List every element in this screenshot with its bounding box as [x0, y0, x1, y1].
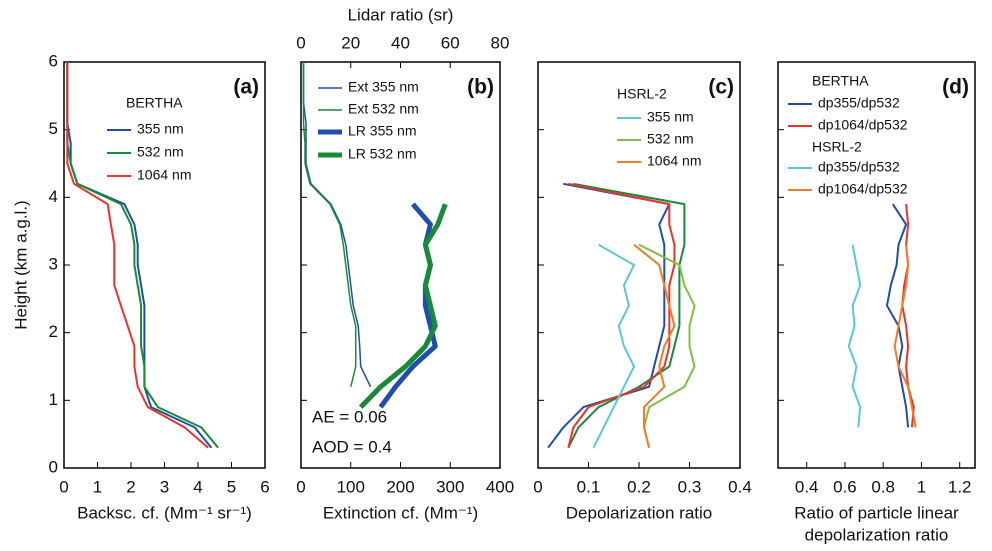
- x-tick-label: 0.4: [795, 477, 819, 496]
- panel-tag: (c): [708, 76, 734, 99]
- legend-label: 1064 nm: [137, 167, 191, 183]
- x2-tick-label: 20: [341, 33, 360, 52]
- panel-tag: (d): [942, 76, 969, 99]
- x2-tick-label: 80: [491, 33, 510, 52]
- y-tick-label: 3: [49, 254, 58, 273]
- profile-line: [633, 243, 676, 448]
- x-tick-label: 1.2: [948, 477, 972, 496]
- annotation: AE = 0.06: [312, 407, 387, 426]
- profile-line: [893, 244, 917, 428]
- x-tick-label: 0: [59, 477, 68, 496]
- x-tick-label: 100: [337, 477, 365, 496]
- x-tick-label: 5: [227, 477, 236, 496]
- legend-label: 355 nm: [137, 121, 184, 137]
- plot-frame: [537, 61, 741, 469]
- y-tick-label: 1: [49, 390, 58, 409]
- x-tick-label: 200: [386, 477, 414, 496]
- x-tick-label: 0.6: [833, 477, 857, 496]
- profile-line: [302, 62, 357, 387]
- x-tick-label: 0.1: [577, 477, 601, 496]
- profile-line: [567, 182, 676, 448]
- legend-label: 355 nm: [647, 109, 694, 125]
- annotation: BERTHA: [812, 73, 869, 89]
- legend-label: LR 355 nm: [348, 123, 416, 139]
- annotation: HSRL-2: [812, 139, 862, 155]
- x-tick-label: 300: [436, 477, 464, 496]
- profile-line: [358, 203, 448, 409]
- x-tick-label: 0: [533, 477, 542, 496]
- x-tick-label: 1: [917, 477, 926, 496]
- legend-label: LR 532 nm: [348, 146, 416, 162]
- x-axis-label: Backsc. cf. (Mm⁻¹ sr⁻¹): [77, 503, 252, 522]
- legend-label: Ext 532 nm: [348, 101, 419, 117]
- legend-label: dp355/dp532: [818, 95, 900, 111]
- x-axis-label: Extinction cf. (Mm⁻¹): [323, 503, 478, 522]
- x-tick-label: 6: [260, 477, 269, 496]
- legend-label: Ext 355 nm: [348, 79, 419, 95]
- x-tick-label: 4: [193, 477, 202, 496]
- profile-line: [66, 62, 209, 449]
- y-tick-label: 5: [49, 119, 58, 138]
- annotation: HSRL-2: [617, 86, 667, 102]
- x-tick-label: 2: [126, 477, 135, 496]
- profile-line: [302, 62, 372, 388]
- legend-label: 532 nm: [647, 131, 694, 147]
- x2-tick-label: 60: [441, 33, 460, 52]
- profile-line: [567, 182, 686, 449]
- legend-label: 1064 nm: [647, 153, 701, 169]
- profile-line: [547, 182, 671, 449]
- panel-tag: (a): [233, 76, 259, 99]
- x-axis-label: Ratio of particle linear: [794, 503, 959, 522]
- profile-line: [592, 243, 635, 449]
- x2-tick-label: 0: [296, 33, 305, 52]
- profile-line: [886, 203, 910, 428]
- legend-label: dp1064/dp532: [818, 181, 908, 197]
- x-tick-label: 0: [296, 477, 305, 496]
- y-tick-label: 4: [49, 187, 58, 206]
- x-tick-label: 0.4: [728, 477, 752, 496]
- x-tick-label: 1: [93, 477, 102, 496]
- y-tick-label: 6: [49, 51, 58, 70]
- legend-label: dp1064/dp532: [818, 117, 908, 133]
- x2-tick-label: 40: [391, 33, 410, 52]
- y-tick-label: 0: [49, 457, 58, 476]
- x-tick-label: 400: [486, 477, 514, 496]
- annotation: BERTHA: [126, 95, 183, 111]
- profile-line: [638, 243, 696, 448]
- panel-tag: (b): [467, 76, 494, 99]
- x2-axis-label: Lidar ratio (sr): [348, 5, 454, 24]
- legend-label: dp355/dp532: [818, 159, 900, 175]
- x-tick-label: 3: [160, 477, 169, 496]
- x-tick-label: 0.2: [627, 477, 651, 496]
- profile-line: [847, 244, 862, 428]
- x-axis-label: depolarization ratio: [805, 525, 949, 544]
- legend-label: 532 nm: [137, 144, 184, 160]
- y-axis-label: Height (km a.g.l.): [11, 200, 30, 329]
- y-tick-label: 2: [49, 322, 58, 341]
- x-tick-label: 0.3: [678, 477, 702, 496]
- annotation: AOD = 0.4: [312, 437, 392, 456]
- profile-line: [378, 202, 438, 409]
- x-axis-label: Depolarization ratio: [566, 503, 712, 522]
- x-tick-label: 0.8: [871, 477, 895, 496]
